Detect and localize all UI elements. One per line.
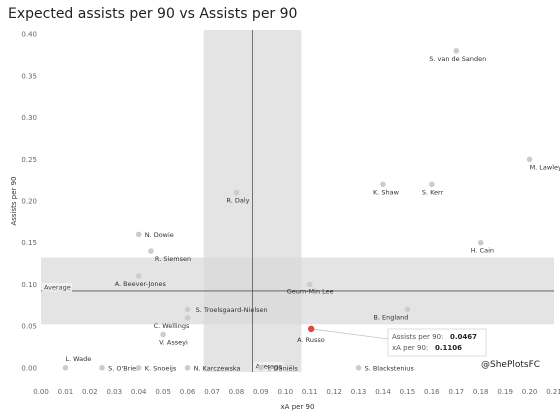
- x-tick-label: 0.14: [375, 388, 391, 396]
- x-axis-label: xA per 90: [281, 403, 315, 411]
- point-label: L. Wade: [65, 355, 91, 363]
- data-point[interactable]: [99, 365, 105, 371]
- data-point[interactable]: [184, 306, 191, 313]
- x-tick-label: 0.16: [424, 388, 440, 396]
- data-point[interactable]: [429, 181, 435, 188]
- data-point[interactable]: [184, 365, 191, 371]
- tooltip-connector: [311, 328, 389, 340]
- point-label: C. Wellings: [154, 322, 190, 330]
- y-tick-label: 0.05: [21, 323, 37, 331]
- point-label: Geum-Min Lee: [287, 287, 334, 295]
- x-tick-label: 0.07: [204, 388, 220, 396]
- y-tick-label: 0.35: [21, 72, 37, 80]
- point-label: N. Karczewska: [194, 364, 241, 372]
- credit-handle: @ShePlotsFC: [481, 360, 540, 370]
- x-average-label: Average: [256, 363, 283, 371]
- tooltip-box: [387, 328, 487, 357]
- x-average-label-bg: [253, 362, 284, 371]
- x-tick-label: 0.12: [326, 388, 342, 396]
- chart-title: Expected assists per 90 vs Assists per 9…: [8, 6, 298, 22]
- x-tick-label: 0.11: [302, 388, 318, 396]
- y-tick-label: 0.40: [21, 31, 37, 39]
- data-point[interactable]: [404, 306, 411, 313]
- y-axis-label: Assists per 90: [10, 176, 18, 225]
- data-point[interactable]: [380, 181, 386, 188]
- data-point[interactable]: [306, 281, 313, 288]
- y-average-label-bg: [42, 282, 72, 292]
- point-label: R. Siemsen: [155, 255, 191, 263]
- point-label: R. Daly: [226, 197, 249, 205]
- x-tick-label: 0.03: [106, 388, 122, 396]
- point-label: Y. Daniëls: [266, 364, 299, 372]
- data-point[interactable]: [160, 331, 166, 338]
- y-tick-label: 0.25: [21, 156, 37, 164]
- point-label: A. Russo: [297, 336, 325, 344]
- tooltip-assists-label: Assists per 90:: [392, 333, 443, 341]
- tooltip-xa-label: xA per 90:: [392, 344, 428, 352]
- y-tick-label: 0.00: [21, 364, 37, 372]
- point-label: S. van de Sanden: [429, 55, 486, 63]
- x-tick-label: 0.10: [277, 388, 293, 396]
- x-tick-label: 0.13: [351, 388, 367, 396]
- x-tick-label: 0.19: [497, 388, 513, 396]
- data-point[interactable]: [135, 273, 142, 279]
- point-label: S. Troelsgaard-Nielsen: [196, 306, 268, 314]
- x-tick-label: 0.01: [58, 388, 74, 396]
- point-label: K. Shaw: [373, 188, 400, 196]
- y-tick-label: 0.30: [21, 114, 37, 122]
- x-tick-label: 0.17: [448, 388, 464, 396]
- data-point[interactable]: [135, 365, 142, 371]
- x-tick-label: 0.08: [229, 388, 245, 396]
- x-tick-label: 0.05: [155, 388, 171, 396]
- x-tick-label: 0.15: [400, 388, 416, 396]
- point-label: K. Snoeijs: [145, 364, 177, 372]
- data-point[interactable]: [135, 231, 142, 238]
- data-point[interactable]: [355, 365, 362, 371]
- point-label: H. Cain: [471, 247, 494, 255]
- x-tick-label: 0.20: [522, 388, 538, 396]
- data-point[interactable]: [62, 365, 69, 371]
- y-average-label: Average: [44, 283, 71, 291]
- y-tick-label: 0.20: [21, 198, 37, 206]
- x-tick-label: 0.06: [180, 388, 196, 396]
- point-label: A. Beever-Jones: [115, 280, 167, 288]
- data-point[interactable]: [258, 365, 264, 371]
- data-point[interactable]: [526, 156, 533, 163]
- x-tick-label: 0.04: [131, 388, 147, 396]
- data-point[interactable]: [233, 189, 240, 196]
- tooltip-xa-value: 0.1106: [435, 344, 462, 352]
- tooltip-assists-value: 0.0467: [450, 333, 477, 341]
- data-point[interactable]: [453, 48, 460, 54]
- data-point[interactable]: [307, 325, 315, 333]
- point-label: B. England: [373, 313, 408, 321]
- x-tick-label: 0.18: [473, 388, 489, 396]
- x-tick-label: 0.02: [82, 388, 98, 396]
- y-tick-label: 0.10: [21, 281, 37, 289]
- point-label: S. Kerr: [422, 188, 444, 196]
- point-label: S. Blackstenius: [365, 364, 415, 372]
- data-point[interactable]: [148, 248, 154, 254]
- y-tick-label: 0.15: [21, 239, 37, 247]
- point-label: M. Lawley: [530, 163, 560, 171]
- point-label: V. Asseyi: [159, 338, 188, 346]
- x-tick-label: 0.21: [546, 388, 560, 396]
- point-label: N. Dowie: [145, 231, 174, 239]
- point-label: S. O'Brien: [108, 364, 140, 372]
- data-point[interactable]: [184, 314, 191, 321]
- data-point[interactable]: [477, 239, 484, 246]
- x-tick-label: 0.09: [253, 388, 269, 396]
- x-tick-label: 0.00: [33, 388, 49, 396]
